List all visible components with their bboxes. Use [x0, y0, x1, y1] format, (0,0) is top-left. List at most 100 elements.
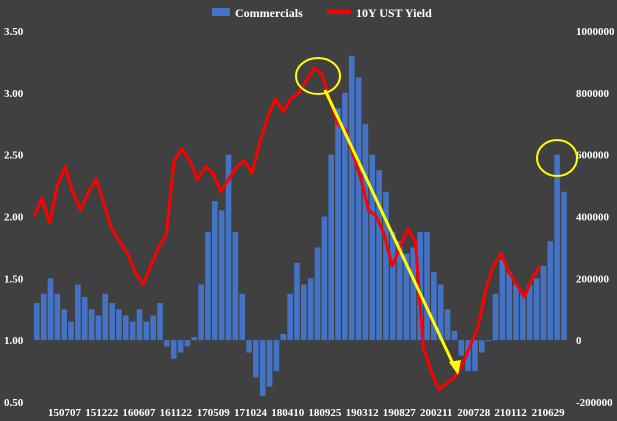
commercials-bar [157, 303, 163, 341]
commercials-bar [205, 231, 211, 341]
commercials-bar [150, 315, 156, 341]
commercials-bar [218, 210, 225, 341]
commercials-bar [294, 262, 300, 341]
x-axis-tick-label: 200211 [420, 407, 452, 419]
commercials-bar [259, 340, 266, 396]
legend-swatch-commercials [212, 8, 230, 16]
commercials-bar [485, 340, 492, 342]
x-axis-tick-label: 190827 [383, 407, 417, 419]
right-axis-tick-label: 400000 [576, 212, 610, 224]
commercials-bar [191, 337, 198, 341]
x-axis-tick-label: 151222 [85, 407, 119, 419]
recent-highlight-circle [536, 139, 578, 177]
x-axis-tick-label: 150707 [48, 407, 82, 419]
commercials-bar [225, 154, 232, 341]
commercials-bar [369, 154, 376, 341]
left-axis-tick-label: 1.50 [4, 273, 24, 285]
commercials-bar [164, 340, 170, 347]
commercials-bar [34, 303, 40, 341]
x-axis-tick-label: 171024 [234, 407, 268, 419]
commercials-bar [123, 315, 129, 341]
commercials-bar [437, 284, 444, 341]
commercials-bar [136, 309, 143, 341]
x-axis-tick-label: 180410 [271, 407, 305, 419]
trend-arrow-line [323, 89, 457, 369]
commercials-bar [109, 303, 115, 341]
commercials-bar [287, 293, 293, 341]
commercials-bar [75, 284, 81, 341]
right-axis-tick-label: -200000 [576, 397, 613, 409]
commercials-bar [540, 265, 547, 341]
commercials-bar [184, 340, 191, 347]
x-axis-tick-label: 180925 [308, 407, 342, 419]
commercials-bar [520, 293, 526, 341]
left-axis-tick-label: 2.50 [4, 150, 24, 162]
commercials-bar [328, 154, 334, 341]
commercials-bar [335, 108, 341, 341]
yield-line [32, 66, 542, 392]
commercials-bar [383, 191, 389, 341]
commercials-bar [424, 231, 430, 341]
peak-highlight-circle [295, 57, 341, 95]
commercials-bar [403, 253, 410, 341]
commercials-bar [266, 340, 273, 387]
commercials-bar [170, 340, 177, 359]
commercials-bar [348, 55, 355, 341]
commercials-bar [198, 284, 204, 341]
x-axis-tick-labels: 150707 151222 160607 161122 170509 171024 1804… [48, 407, 565, 419]
x-axis-tick-label: 210112 [494, 407, 527, 419]
commercials-bar [61, 309, 67, 341]
commercials-bar [390, 231, 396, 341]
commercials-bar [431, 272, 437, 341]
commercials-bar [451, 330, 458, 341]
commercials-bar [102, 293, 109, 341]
commercials-bar [506, 272, 512, 341]
commercials-bar [513, 284, 519, 341]
commercials-bar [232, 231, 239, 341]
commercials-bar [301, 284, 307, 341]
commercials-bar [362, 123, 369, 341]
commercials-bar [554, 154, 560, 341]
commercials-bar [280, 333, 287, 341]
commercials-bar [355, 77, 362, 341]
left-axis-tick-label: 0.50 [4, 397, 24, 409]
left-axis-tick-label: 1.00 [4, 335, 24, 347]
x-axis-tick-label: 190312 [346, 407, 380, 419]
commercials-bar [561, 191, 567, 341]
commercials-bar [499, 259, 506, 341]
commercials-bar [492, 293, 499, 341]
commercials-bar [479, 340, 485, 353]
commercials-bar [54, 293, 61, 341]
commercials-bar [239, 293, 245, 341]
left-axis-tick-label: 2.00 [4, 212, 24, 224]
commercials-bar [410, 247, 417, 341]
commercials-bar [253, 340, 259, 378]
left-axis-tick-label: 3.50 [4, 26, 24, 38]
commercials-bar [458, 340, 465, 356]
commercials-bar [116, 309, 122, 341]
commercials-bar [95, 315, 102, 341]
right-axis-tick-label: 1000000 [576, 26, 615, 38]
commercials-bar [129, 321, 136, 341]
left-axis-tick-label: 3.00 [4, 88, 24, 100]
commercials-bar [444, 309, 451, 341]
x-axis-tick-label: 200728 [457, 407, 491, 419]
commercials-bar [321, 216, 328, 341]
commercials-bar [472, 340, 478, 372]
commercials-bar [47, 278, 54, 341]
legend-label-yield: 10Y UST Yield [356, 6, 432, 20]
commercials-bar [314, 247, 321, 341]
right-axis-tick-label: 200000 [576, 273, 610, 285]
commercials-bar [307, 278, 314, 341]
commercials-bar [342, 92, 348, 341]
commercials-bar [533, 278, 540, 341]
commercials-bar [143, 321, 150, 341]
commercials-bar [88, 309, 95, 341]
commercials-bar [273, 340, 280, 372]
x-axis-tick-label: 160607 [122, 407, 155, 419]
commercials-bar [81, 296, 88, 341]
x-axis-tick-label: 170509 [197, 407, 231, 419]
commercials-bar [376, 170, 382, 341]
